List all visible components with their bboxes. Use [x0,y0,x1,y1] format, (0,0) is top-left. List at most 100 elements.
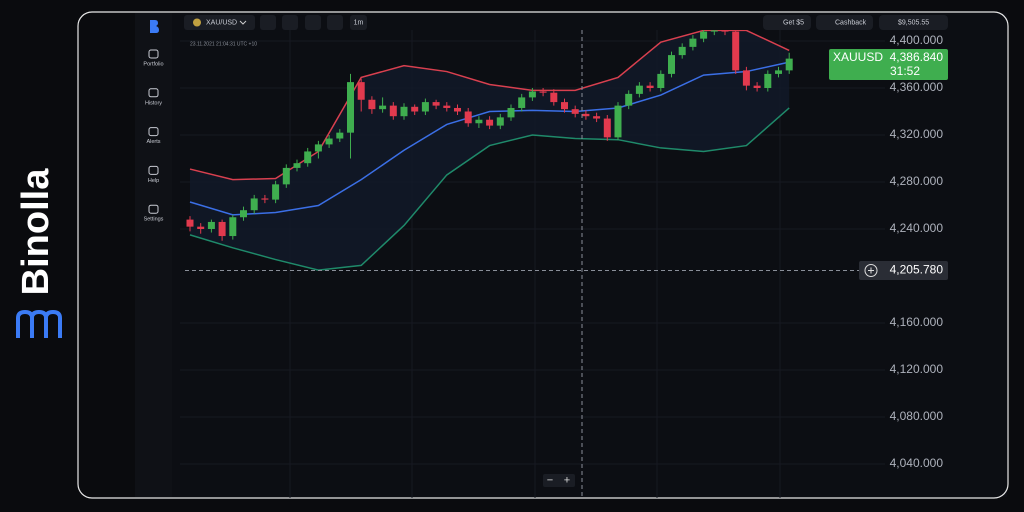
sidebar-label[interactable]: History [145,100,162,106]
candle-body [668,55,675,74]
y-tick-label: 4,080.000 [890,409,944,423]
candle-body [721,30,729,32]
add-alert-icon[interactable] [864,264,878,277]
candle-body [282,167,290,185]
info-button[interactable] [260,15,276,30]
candle-body [261,198,269,200]
candle-body [293,163,301,168]
pair-icon [193,18,201,27]
symbol: XAUUSD [833,50,883,64]
plot [180,30,885,498]
sidebar-icon [148,88,159,98]
frame [77,11,1009,499]
candle-body [411,106,419,112]
zoom-in[interactable]: + [564,474,570,486]
app-logo [150,20,159,33]
candle-body [785,58,793,71]
candle-body [496,117,504,126]
candle-body [742,70,750,86]
candle-body [186,219,194,227]
sidebar [135,13,172,497]
y-tick-label: 4,240.000 [890,221,944,235]
candle-body [753,85,761,88]
zoom-controls [543,474,575,487]
y-tick-label: 4,160.000 [890,315,944,329]
interval-button[interactable] [350,15,367,30]
dropdown-arrow [239,20,247,25]
brand-logo [16,309,62,338]
candle-body [539,91,547,93]
y-tick-label: 4,400.000 [890,33,944,47]
sidebar-label[interactable]: Portfolio [143,61,163,67]
price-tag [829,49,948,80]
sidebar-icon [148,165,159,175]
band-line [189,30,790,181]
sidebar-label[interactable]: Settings [144,217,164,223]
candle-body [314,144,322,152]
y-tick-label: 4,280.000 [890,174,944,188]
band-line [189,107,790,271]
candle-body [678,46,686,56]
balance: $9,505.55 [898,19,929,26]
candle-body [732,31,740,71]
bonus: Get $5 [783,19,804,26]
candle-body [250,198,258,211]
candle-body [571,109,579,114]
band-line [189,61,790,216]
current-price: 4,386.840 [890,50,944,64]
y-tick-label: 4,360.000 [890,80,944,94]
y-tick-label: 4,320.000 [890,127,944,141]
candle-body [464,111,472,124]
candle-body [368,99,376,110]
sidebar-label[interactable]: Alerts [146,139,160,145]
candle-body [379,105,387,110]
candle-body [603,118,611,138]
candle-body [207,221,215,229]
candle-body [657,73,665,88]
candle-body [443,105,451,108]
candle-body [528,91,536,98]
candle-body [561,102,568,110]
sidebar-icon [148,127,159,137]
candle-body [710,30,718,32]
candle-body [764,73,772,88]
cashback: Cashback [835,19,867,26]
pair: XAU/USD [206,19,237,26]
plus-sign [868,267,874,274]
toolbar: XAU/USD 1m Get $5 Cashback $9,505.55 [184,15,948,30]
interval: 1m [354,19,364,26]
crosshair-price: 4,205.780 [890,263,944,277]
candle-body [550,92,558,103]
candle-body [197,226,205,229]
candle-body [218,221,226,237]
cashback-button[interactable] [816,15,873,30]
sidebar-items: Portfolio History Alerts Help Settings [143,49,164,223]
chart-type-button[interactable] [282,15,298,30]
sidebar-label[interactable]: Help [148,178,159,184]
crosshair-tag [859,261,948,280]
sidebar-icon [148,49,159,59]
candle-body [700,31,708,39]
candle-body [357,82,365,100]
pair-selector[interactable] [184,15,255,30]
drawing-button[interactable] [305,15,321,30]
candle-body [475,119,483,124]
candle-body [507,107,515,118]
candle-body [593,116,601,119]
candle-body [646,85,654,88]
timer: 31:52 [890,64,920,78]
candle-body [421,102,429,112]
candle-body [325,138,333,145]
timestamp: 23.11.2021 21:04:31 UTC +10 [190,41,257,47]
bonus-button[interactable] [763,15,811,30]
zoom-out[interactable]: − [547,474,553,486]
price-axis: 4,400.000 4,360.000 4,320.000 4,280.000 4,24… [890,33,944,470]
indicator-button[interactable] [327,15,343,30]
candle-body [614,105,622,138]
candle-body [432,102,440,106]
candle-body [400,106,408,117]
candle-body [389,105,397,117]
candle-body [336,132,344,139]
balance-button[interactable] [879,15,948,30]
